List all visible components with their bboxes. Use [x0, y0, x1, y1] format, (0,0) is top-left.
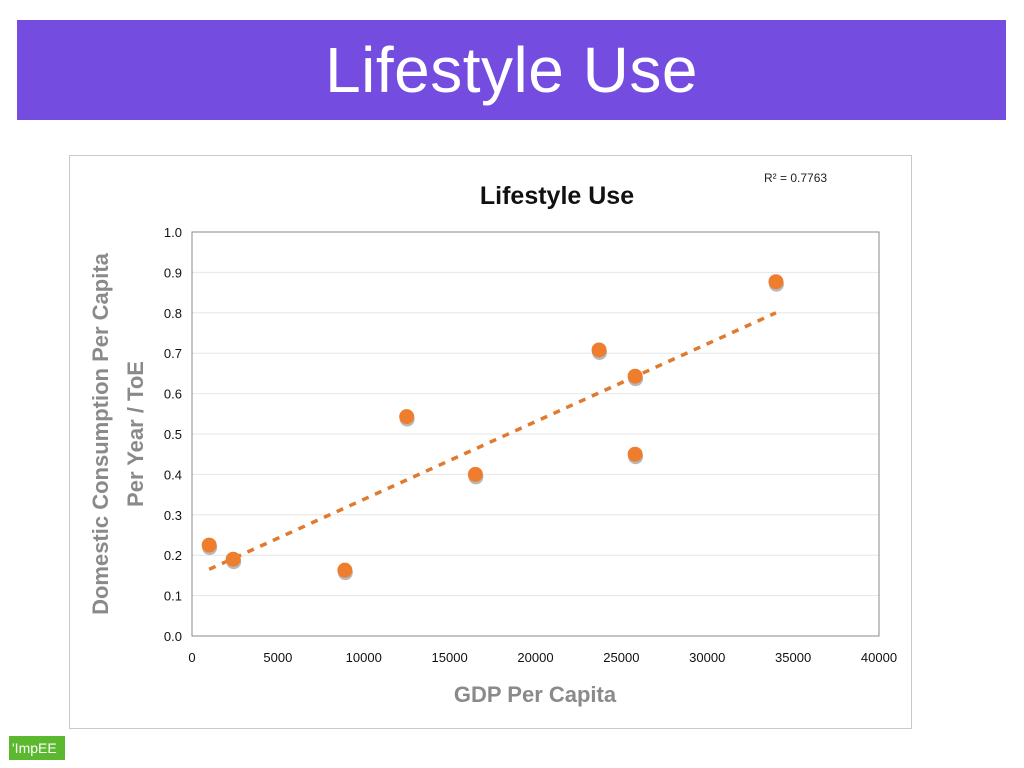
x-tick-label: 35000	[775, 650, 811, 665]
slide-title-banner: Lifestyle Use	[17, 20, 1006, 120]
y-tick-label: 1.0	[164, 225, 182, 240]
chart-frame: Lifestyle Use R² = 0.7763 0.0 0.1 0.2 0.3 0.…	[69, 155, 912, 729]
logo-text: 'ImpEE	[12, 740, 57, 756]
x-tick-label: 5000	[263, 650, 292, 665]
x-tick-label: 25000	[603, 650, 639, 665]
scatter-chart: Lifestyle Use R² = 0.7763 0.00.10.20.30.…	[88, 171, 897, 707]
y-tick-label: 0.6	[164, 387, 182, 402]
y-tick-labels: 0.0 0.1 0.2 0.3 0.4 0.5 0.6 0.7 0.8 0.9 1.0	[164, 225, 182, 644]
slide-title: Lifestyle Use	[325, 34, 698, 106]
x-tick-label: 15000	[432, 650, 468, 665]
chart-title: Lifestyle Use	[480, 182, 634, 210]
trendline	[208, 311, 777, 571]
x-tick-label: 10000	[346, 650, 382, 665]
x-tick-label: 30000	[689, 650, 725, 665]
y-tick-label: 0.7	[164, 346, 182, 361]
y-tick-label: 0.3	[164, 508, 182, 523]
data-point	[225, 551, 242, 570]
data-point	[627, 368, 644, 387]
plot-area	[191, 231, 880, 637]
data-point	[201, 537, 218, 556]
data-points	[201, 274, 784, 581]
x-axis-label: GDP Per Capita	[454, 682, 617, 707]
x-tick-labels: 0 5000 10000 15000 20000 25000 30000 35000 40000	[188, 650, 897, 665]
y-tick-label: 0.2	[164, 548, 182, 563]
x-tick-label: 40000	[861, 650, 897, 665]
y-tick-label: 0.8	[164, 306, 182, 321]
y-tick-label: 0.1	[164, 589, 182, 604]
y-axis-label-group: Domestic Consumption Per Capita Per Year…	[88, 252, 148, 615]
data-point	[399, 409, 415, 427]
y-tick-label: 0.0	[164, 629, 182, 644]
y-axis-label-line1: Domestic Consumption Per Capita	[88, 252, 113, 615]
y-axis-label-line2: Per Year / ToE	[123, 361, 148, 507]
data-point	[337, 562, 353, 581]
y-tick-label: 0.9	[164, 265, 182, 280]
y-tick-label: 0.5	[164, 427, 182, 442]
impee-logo: 'ImpEE	[9, 736, 65, 760]
data-point	[627, 446, 644, 465]
data-point	[768, 274, 784, 292]
y-tick-label: 0.4	[164, 467, 182, 482]
data-point	[467, 466, 484, 485]
grid-lines	[192, 271, 879, 597]
x-tick-label: 0	[188, 650, 195, 665]
r-squared-annotation: R² = 0.7763	[764, 171, 827, 185]
x-tick-label: 20000	[517, 650, 553, 665]
data-point	[591, 342, 608, 360]
